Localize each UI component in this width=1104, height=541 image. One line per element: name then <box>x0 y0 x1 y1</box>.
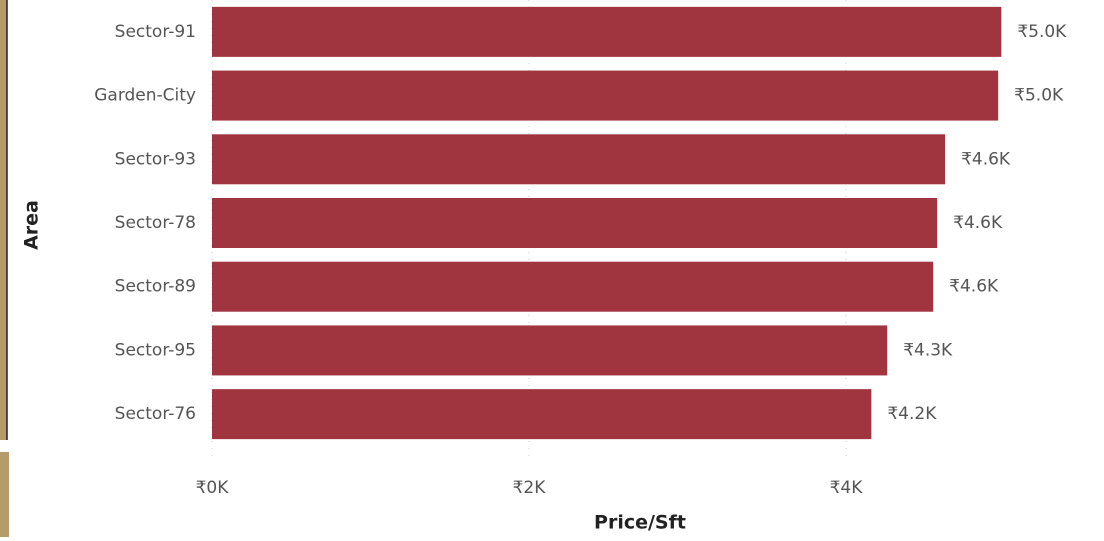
x-tick-label: ₹4K <box>830 478 864 498</box>
bar <box>212 70 999 121</box>
frame-edge <box>0 452 9 537</box>
data-label: ₹4.3K <box>903 340 953 360</box>
y-tick-label: Sector-89 <box>115 277 196 297</box>
bar <box>212 325 888 376</box>
y-tick-label: Sector-95 <box>115 340 196 360</box>
y-tick-label: Sector-76 <box>115 404 196 424</box>
data-label: ₹5.0K <box>1017 22 1067 42</box>
y-tick-label: Garden-City <box>94 86 196 106</box>
bar <box>212 389 872 440</box>
y-tick-label: Sector-93 <box>115 149 196 169</box>
data-label: ₹4.6K <box>961 149 1011 169</box>
y-axis-title: Area <box>21 200 43 250</box>
bar <box>212 261 934 312</box>
bar <box>212 198 938 248</box>
data-label: ₹4.6K <box>953 213 1003 233</box>
x-tick-label: ₹0K <box>196 478 230 498</box>
data-label: ₹5.0K <box>1014 86 1064 106</box>
frame-edge <box>0 0 7 440</box>
data-label: ₹4.6K <box>949 277 999 297</box>
y-tick-label: Sector-78 <box>115 213 196 233</box>
bar <box>212 134 946 185</box>
y-tick-label: Sector-91 <box>115 22 196 42</box>
bar <box>212 6 1002 57</box>
x-tick-label: ₹2K <box>513 478 547 498</box>
x-axis-title: Price/Sft <box>594 512 686 534</box>
data-label: ₹4.2K <box>887 404 937 424</box>
